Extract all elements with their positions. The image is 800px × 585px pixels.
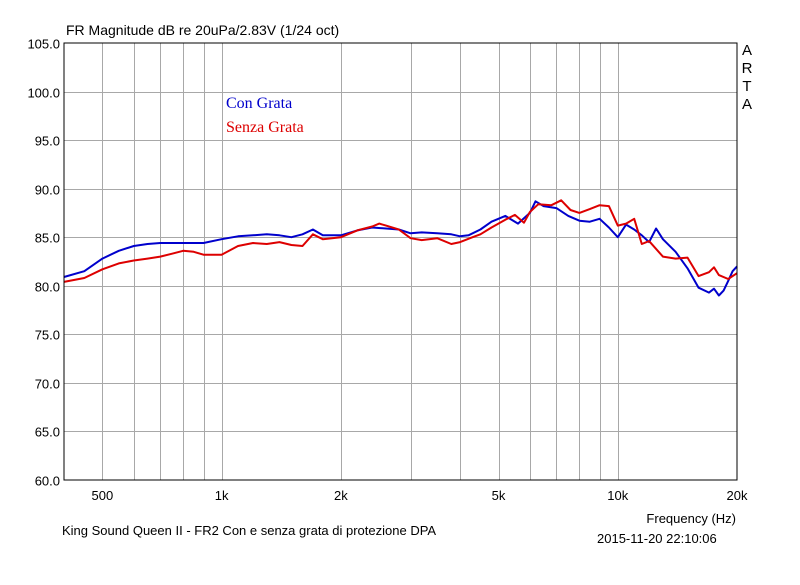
- y-tick-label: 85.0: [35, 231, 60, 246]
- arta-letter: T: [742, 78, 752, 95]
- grid-lines: [64, 43, 737, 480]
- plot-frame: [63, 42, 738, 481]
- y-tick-label: 95.0: [35, 134, 60, 149]
- y-tick-label: 70.0: [35, 377, 60, 392]
- legend-entry: Senza Grata: [226, 119, 304, 136]
- y-tick-label: 105.0: [27, 37, 60, 52]
- y-tick-label: 100.0: [27, 86, 60, 101]
- series-line-senza-grata: [63, 199, 738, 283]
- y-tick-label: 90.0: [35, 183, 60, 198]
- measurement-caption: King Sound Queen II - FR2 Con e senza gr…: [62, 523, 437, 538]
- timestamp: 2015-11-20 22:10:06: [597, 531, 717, 546]
- legend-entry: Con Grata: [226, 95, 292, 112]
- y-tick-label: 80.0: [35, 280, 60, 295]
- arta-letter: A: [741, 96, 752, 113]
- y-tick-label: 75.0: [35, 328, 60, 343]
- legend: Con Grata Senza Grata: [226, 95, 304, 136]
- arta-letter: A: [741, 42, 752, 59]
- series-lines: [63, 199, 738, 297]
- x-tick-label: 500: [92, 488, 114, 503]
- chart-title: FR Magnitude dB re 20uPa/2.83V (1/24 oct…: [66, 22, 340, 38]
- x-axis-label: Frequency (Hz): [646, 511, 736, 526]
- x-tick-label: 1k: [215, 488, 229, 503]
- x-tick-label: 10k: [607, 488, 628, 503]
- y-tick-label: 65.0: [35, 425, 60, 440]
- tick-labels: 60.0 65.0 70.0 75.0 80.0 85.0 90.0 95.0 100.0 105…: [27, 37, 748, 504]
- series-line-con-grata: [63, 200, 738, 297]
- arta-letter: R: [741, 60, 753, 77]
- arta-watermark: A R T A: [740, 42, 754, 114]
- x-tick-label: 2k: [334, 488, 348, 503]
- x-tick-label: 20k: [727, 488, 748, 503]
- y-tick-label: 60.0: [35, 474, 60, 489]
- x-tick-label: 5k: [492, 488, 506, 503]
